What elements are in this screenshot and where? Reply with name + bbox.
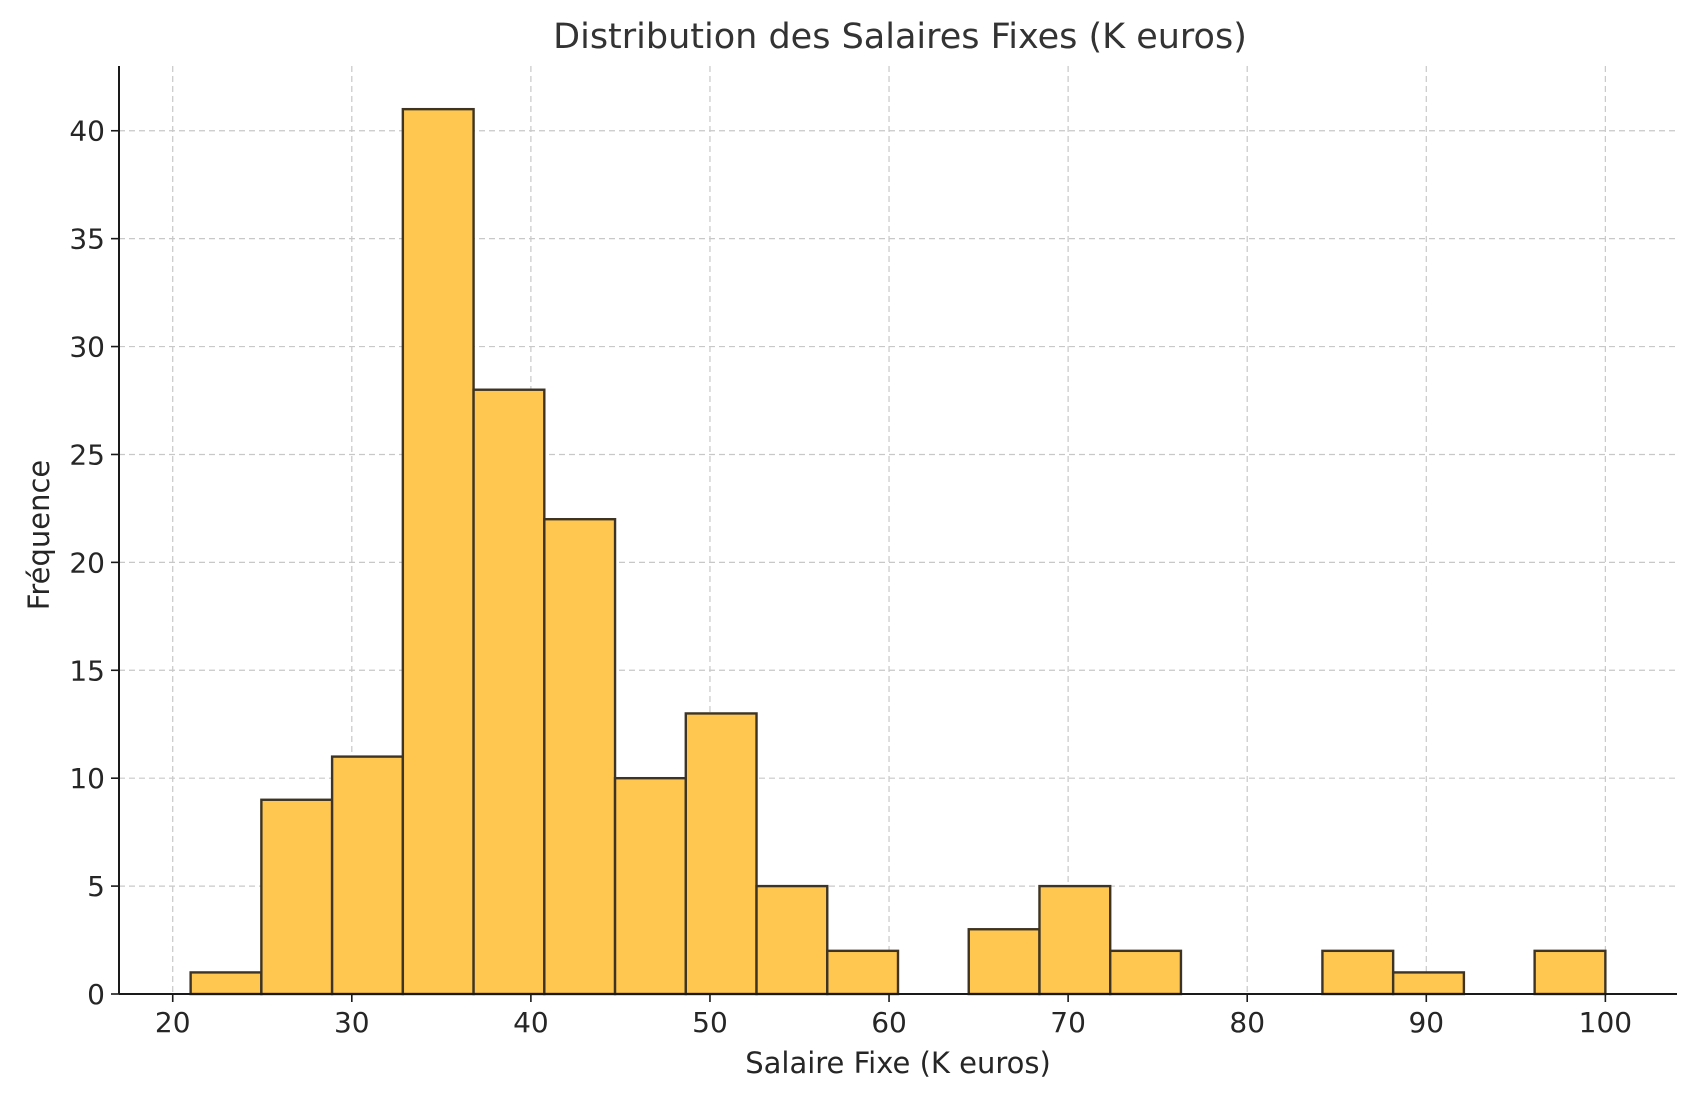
histogram-bar-4 (472, 388, 546, 996)
y-axis-title: Fréquence (22, 460, 56, 611)
x-tick-label: 30 (334, 1006, 370, 1039)
y-tick-label: 10 (69, 762, 105, 795)
y-tick-label: 15 (69, 654, 105, 687)
x-tick-label: 80 (1229, 1006, 1265, 1039)
bars (189, 107, 1607, 996)
histogram-bar-1 (260, 798, 334, 996)
x-tick-label: 60 (871, 1006, 907, 1039)
axes (118, 66, 1677, 995)
histogram-bar-5 (543, 518, 617, 996)
x-tick-label: 70 (1050, 1006, 1086, 1039)
y-tick-label: 30 (69, 331, 105, 364)
histogram-bar-0 (189, 971, 263, 996)
histogram-bar-13 (1109, 949, 1183, 996)
x-tick-label: 40 (513, 1006, 549, 1039)
y-tick-label: 35 (69, 223, 105, 256)
histogram-bar-16 (1321, 949, 1395, 996)
histogram-bar-8 (755, 884, 829, 996)
histogram-bar-9 (826, 949, 900, 996)
y-tick-label: 40 (69, 115, 105, 148)
x-tick-label: 100 (1579, 1006, 1632, 1039)
x-tick-label: 50 (692, 1006, 728, 1039)
y-tick-label: 0 (87, 978, 105, 1011)
x-axis-title: Salaire Fixe (K euros) (745, 1046, 1051, 1080)
y-tick-label: 25 (69, 438, 105, 471)
grid (119, 66, 1677, 995)
y-tick-label: 5 (87, 870, 105, 903)
chart-title: Distribution des Salaires Fixes (K euros… (553, 17, 1247, 57)
y-tick-label: 20 (69, 546, 105, 579)
histogram-bar-17 (1391, 971, 1466, 996)
histogram-bar-6 (613, 776, 687, 996)
histogram-bar-11 (967, 928, 1041, 996)
histogram-bar-2 (330, 755, 405, 996)
histogram-bar-3 (401, 107, 475, 996)
y-ticks: 0 5 10 15 20 25 30 35 40 (69, 115, 119, 1011)
x-tick-label: 20 (155, 1006, 191, 1039)
histogram-bar-12 (1038, 884, 1112, 996)
histogram-bar-7 (684, 712, 758, 996)
x-ticks: 20 30 40 50 60 70 80 90 100 (155, 994, 1632, 1039)
x-tick-label: 90 (1408, 1006, 1444, 1039)
histogram-bar-19 (1533, 949, 1607, 996)
